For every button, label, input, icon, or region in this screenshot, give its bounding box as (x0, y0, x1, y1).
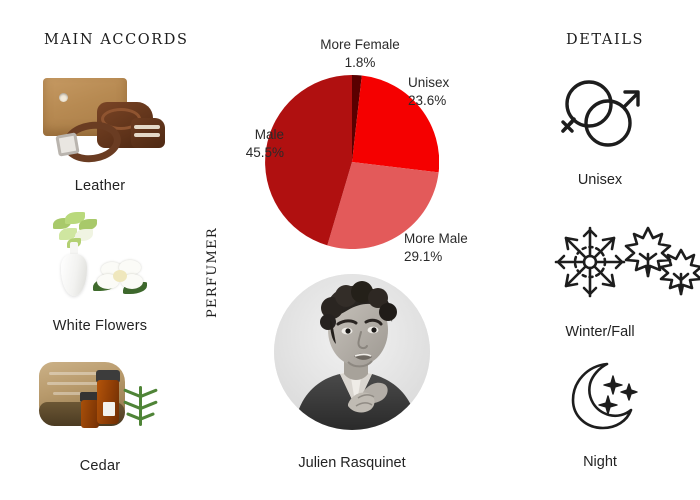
leather-belt-buckle (55, 132, 80, 157)
leather-panel-hole (59, 93, 68, 102)
white-blossom (93, 256, 147, 296)
accord-item-white-flowers[interactable]: White Flowers (0, 210, 200, 334)
leather-strap (134, 125, 160, 129)
pie-label-more-female: More Female 1.8% (317, 36, 403, 72)
detail-item-season[interactable]: Winter/Fall (500, 222, 700, 340)
pie-label-more-male: More Male 29.1% (404, 230, 496, 266)
pie-label-percent: 1.8% (344, 55, 376, 71)
moon-stars-icon (550, 352, 650, 448)
wood-grain (47, 382, 113, 385)
accord-label: Cedar (79, 458, 121, 474)
snowflake-leaves-icon (550, 222, 700, 318)
leather-strap-second (134, 133, 160, 137)
detail-label: Winter/Fall (565, 324, 635, 340)
accord-label: Leather (74, 178, 126, 194)
pie-label-male: Male 45.5% (218, 126, 284, 162)
pie-slice-male[interactable] (265, 75, 352, 246)
portrait-svg (274, 274, 430, 430)
pie-label-percent: 29.1% (404, 249, 443, 265)
oil-bottle-small (81, 400, 99, 428)
pie-label-name: Male (254, 127, 284, 142)
perfumer-portrait[interactable] (274, 274, 430, 430)
detail-item-gender[interactable]: Unisex (500, 70, 700, 188)
pie-slice-more-male[interactable] (327, 162, 439, 249)
accord-item-leather[interactable]: Leather (0, 70, 200, 194)
foliage-leaf (79, 219, 97, 230)
detail-item-time[interactable]: Night (500, 352, 700, 470)
oil-bottle-cap-small (80, 392, 100, 402)
pie-label-name: More Male (404, 231, 468, 246)
main-accords-header: MAIN ACCORDS (44, 32, 189, 48)
pie-slice-more-female[interactable] (352, 75, 362, 162)
gender-unisex-icon (550, 70, 650, 166)
foliage-leaf (53, 218, 71, 229)
perfumer-name: Julien Rasquinet (298, 455, 406, 471)
white-vase (61, 254, 87, 296)
gender-pie-chart (265, 75, 439, 249)
oil-bottle-cap (96, 370, 120, 383)
pie-label-percent: 23.6% (408, 93, 447, 109)
accord-label: White Flowers (52, 318, 148, 334)
details-header: DETAILS (566, 32, 645, 48)
foliage-leaf (59, 228, 77, 240)
pie-label-name: More Female (320, 37, 400, 52)
detail-label: Unisex (577, 172, 623, 188)
pie-label-percent: 45.5% (245, 145, 284, 161)
white-flowers-image (35, 210, 165, 310)
accord-item-cedar[interactable]: Cedar (0, 350, 200, 474)
cedar-image (35, 350, 165, 450)
pie-svg (265, 75, 439, 249)
cedar-sprig (121, 382, 163, 428)
oil-bottle-label (103, 402, 115, 416)
pie-label-name: Unisex (408, 75, 450, 90)
leather-image (35, 70, 165, 170)
blossom-center (113, 270, 127, 282)
perfumer-header: PERFUMER (205, 227, 220, 318)
vase-neck (70, 242, 78, 258)
pie-slice-unisex[interactable] (352, 75, 439, 173)
pie-label-unisex: Unisex 23.6% (408, 74, 478, 110)
wood-grain (49, 372, 107, 375)
detail-label: Night (583, 454, 617, 470)
